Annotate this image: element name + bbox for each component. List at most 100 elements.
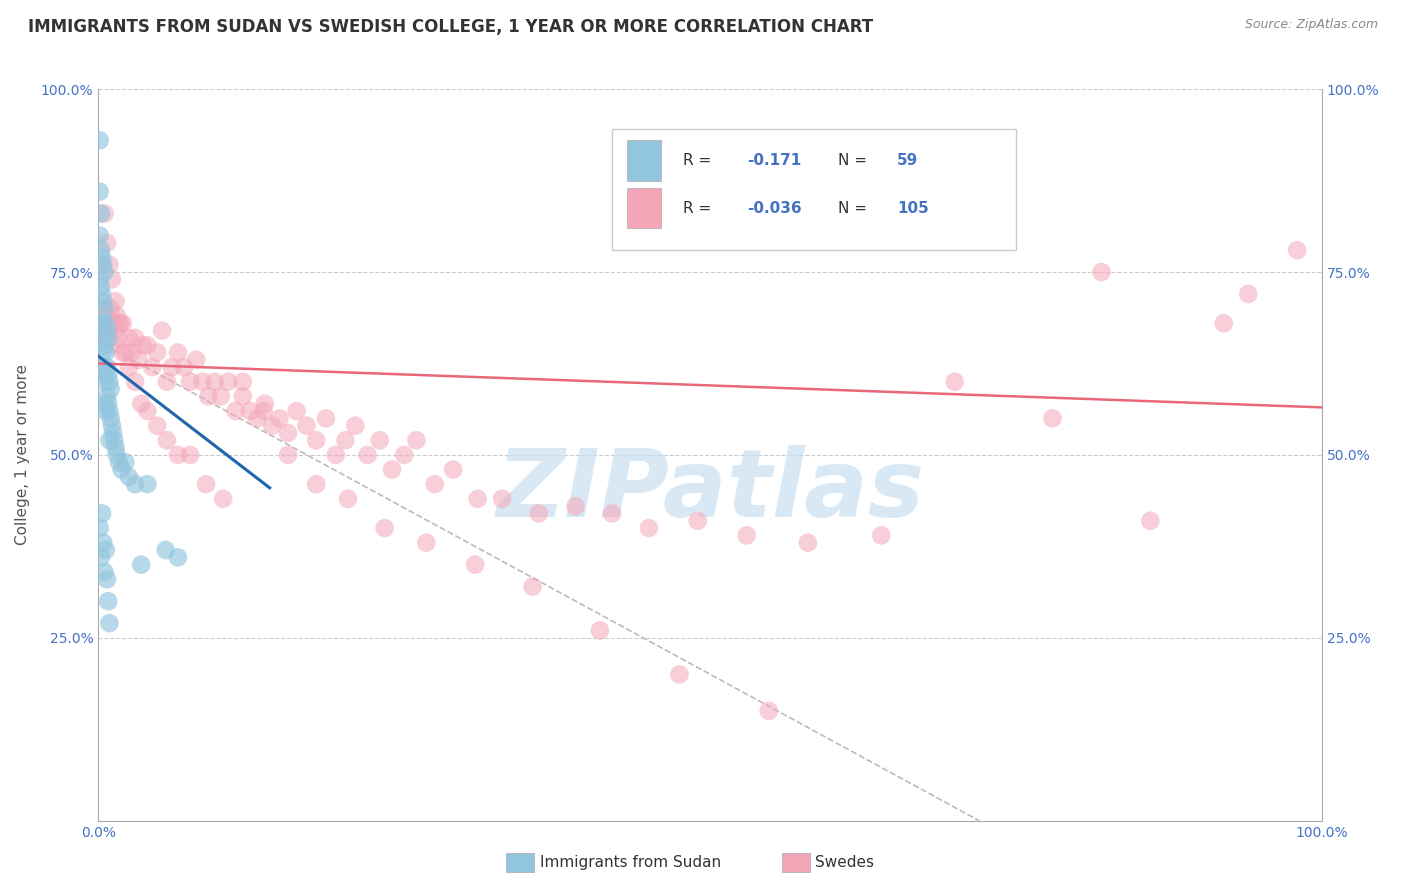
Point bbox=[94, 404, 117, 418]
Point bbox=[415, 535, 437, 549]
Point bbox=[305, 434, 328, 448]
Point bbox=[96, 235, 118, 250]
Point bbox=[100, 382, 122, 396]
Point bbox=[91, 287, 114, 301]
Point bbox=[212, 491, 235, 506]
Point bbox=[101, 425, 124, 440]
Bar bbox=[627, 140, 661, 180]
Point bbox=[589, 624, 612, 638]
Point bbox=[97, 309, 120, 323]
Point bbox=[943, 375, 966, 389]
Point bbox=[94, 316, 117, 330]
Point bbox=[91, 251, 114, 265]
Point bbox=[155, 543, 177, 558]
Point bbox=[97, 397, 120, 411]
Point bbox=[89, 133, 111, 147]
Point bbox=[668, 667, 690, 681]
Point bbox=[232, 375, 254, 389]
Point bbox=[209, 389, 232, 403]
Point bbox=[368, 434, 391, 448]
Point bbox=[325, 448, 347, 462]
Point bbox=[637, 521, 661, 535]
Point bbox=[269, 411, 291, 425]
Point bbox=[441, 462, 464, 476]
Point bbox=[224, 404, 246, 418]
Text: Source: ZipAtlas.com: Source: ZipAtlas.com bbox=[1244, 18, 1378, 31]
Point bbox=[156, 375, 179, 389]
Point bbox=[94, 543, 117, 558]
Point bbox=[97, 368, 120, 382]
Point bbox=[90, 316, 112, 330]
Point bbox=[146, 418, 169, 433]
Point bbox=[262, 418, 284, 433]
Point bbox=[97, 594, 120, 608]
Text: ZIPatlas: ZIPatlas bbox=[496, 445, 924, 538]
Text: Swedes: Swedes bbox=[815, 855, 875, 870]
Point bbox=[423, 477, 446, 491]
Point bbox=[91, 507, 114, 521]
Point bbox=[277, 425, 299, 440]
Point bbox=[89, 272, 111, 286]
Point bbox=[104, 441, 127, 455]
Point bbox=[1042, 411, 1064, 425]
Point bbox=[136, 338, 159, 352]
Point bbox=[217, 375, 239, 389]
Point bbox=[110, 316, 132, 330]
Point bbox=[89, 228, 111, 243]
Text: N =: N = bbox=[838, 201, 872, 216]
Point bbox=[98, 258, 121, 272]
Point bbox=[335, 434, 357, 448]
Point bbox=[91, 535, 114, 549]
Point bbox=[90, 550, 112, 565]
Point bbox=[156, 434, 179, 448]
Point bbox=[467, 491, 489, 506]
Point bbox=[735, 528, 758, 542]
Point bbox=[120, 345, 142, 359]
Point bbox=[197, 389, 219, 403]
Point bbox=[1090, 265, 1112, 279]
Point bbox=[252, 404, 274, 418]
Text: -0.036: -0.036 bbox=[747, 201, 801, 216]
Point bbox=[527, 507, 550, 521]
Point bbox=[967, 228, 990, 243]
Point bbox=[195, 477, 218, 491]
Text: R =: R = bbox=[683, 153, 716, 168]
Point bbox=[96, 572, 118, 586]
Point bbox=[295, 418, 318, 433]
Point bbox=[104, 294, 127, 309]
Point bbox=[129, 558, 152, 572]
Y-axis label: College, 1 year or more: College, 1 year or more bbox=[15, 365, 30, 545]
Point bbox=[100, 411, 122, 425]
Point bbox=[253, 397, 276, 411]
Point bbox=[91, 316, 114, 330]
Point bbox=[285, 404, 308, 418]
Point bbox=[204, 375, 226, 389]
Point bbox=[101, 338, 124, 352]
Point bbox=[160, 360, 183, 375]
Point bbox=[96, 360, 118, 375]
Point bbox=[136, 477, 159, 491]
Text: Immigrants from Sudan: Immigrants from Sudan bbox=[540, 855, 721, 870]
Point bbox=[91, 301, 114, 316]
Point bbox=[1139, 514, 1161, 528]
Point bbox=[858, 199, 880, 213]
Point bbox=[758, 704, 780, 718]
Bar bbox=[627, 188, 661, 228]
Point bbox=[91, 360, 114, 375]
Point bbox=[100, 301, 122, 316]
Point bbox=[93, 265, 115, 279]
Point bbox=[167, 550, 190, 565]
Point bbox=[167, 345, 190, 359]
Point bbox=[98, 331, 121, 345]
Point bbox=[356, 448, 378, 462]
Point bbox=[118, 331, 141, 345]
Point bbox=[186, 352, 208, 367]
Point bbox=[91, 331, 114, 345]
Point bbox=[315, 411, 337, 425]
Point bbox=[96, 389, 118, 403]
Point bbox=[97, 331, 120, 345]
Text: 105: 105 bbox=[897, 201, 929, 216]
Point bbox=[246, 411, 269, 425]
Point bbox=[111, 316, 134, 330]
Point bbox=[93, 301, 115, 316]
